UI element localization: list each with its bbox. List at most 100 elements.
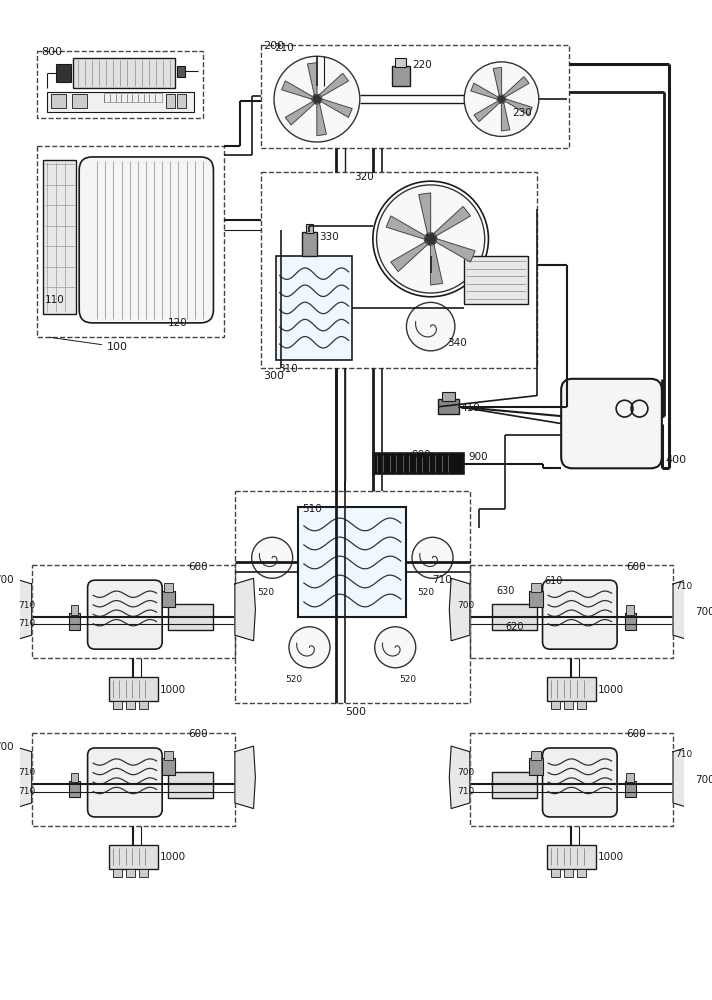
Text: 410: 410 — [461, 403, 480, 413]
Bar — [166, 94, 175, 108]
Text: 710: 710 — [19, 787, 36, 796]
Text: 700: 700 — [696, 607, 712, 617]
Bar — [530, 758, 543, 775]
Text: 1000: 1000 — [597, 852, 624, 862]
Polygon shape — [501, 103, 510, 131]
Text: 1000: 1000 — [159, 685, 186, 695]
Text: 710: 710 — [675, 582, 692, 591]
Polygon shape — [504, 77, 529, 97]
Text: 700: 700 — [457, 768, 474, 777]
Polygon shape — [673, 746, 693, 809]
Bar — [548, 845, 596, 869]
Bar — [442, 392, 455, 401]
Bar — [392, 66, 410, 86]
Text: 100: 100 — [49, 337, 128, 352]
Circle shape — [274, 56, 360, 142]
Bar — [162, 758, 175, 775]
Text: 710: 710 — [457, 787, 474, 796]
Text: 520: 520 — [418, 588, 435, 597]
Polygon shape — [321, 99, 352, 117]
Polygon shape — [474, 101, 499, 122]
Polygon shape — [673, 578, 693, 641]
Polygon shape — [11, 746, 31, 809]
Polygon shape — [471, 83, 498, 99]
Text: 220: 220 — [412, 60, 431, 70]
Bar — [56, 64, 70, 82]
Bar — [31, 565, 235, 658]
Bar — [112, 869, 122, 877]
Bar — [69, 781, 80, 797]
Text: 710: 710 — [675, 750, 692, 759]
Bar — [168, 772, 212, 798]
Text: 230: 230 — [513, 108, 533, 118]
Bar — [470, 565, 673, 658]
FancyBboxPatch shape — [543, 580, 617, 649]
Text: 330: 330 — [319, 232, 338, 242]
Bar — [69, 613, 80, 630]
Text: 500: 500 — [345, 707, 366, 717]
Bar — [46, 92, 194, 112]
Text: 520: 520 — [399, 675, 416, 684]
Polygon shape — [286, 102, 315, 125]
FancyBboxPatch shape — [88, 580, 162, 649]
Polygon shape — [317, 104, 326, 136]
Bar — [577, 869, 587, 877]
Circle shape — [375, 627, 416, 668]
Text: 520: 520 — [257, 588, 274, 597]
Bar — [73, 58, 175, 88]
Text: 320: 320 — [354, 172, 374, 182]
Bar — [261, 45, 569, 148]
Polygon shape — [434, 206, 471, 236]
Bar — [177, 66, 184, 77]
Polygon shape — [387, 216, 425, 239]
Text: 300: 300 — [263, 371, 284, 381]
Polygon shape — [320, 73, 348, 97]
FancyBboxPatch shape — [79, 157, 214, 323]
Bar — [492, 604, 537, 630]
Text: 510: 510 — [302, 504, 322, 514]
Polygon shape — [436, 239, 475, 262]
Bar — [395, 58, 407, 67]
Text: 710: 710 — [19, 768, 36, 777]
Text: 120: 120 — [168, 318, 187, 328]
Text: 710: 710 — [19, 601, 36, 610]
Text: 700: 700 — [696, 775, 712, 785]
Bar — [551, 701, 560, 709]
Bar — [531, 583, 540, 592]
FancyBboxPatch shape — [88, 748, 162, 817]
Bar — [492, 772, 537, 798]
Circle shape — [497, 95, 506, 104]
Text: 210: 210 — [274, 43, 294, 53]
Text: 200: 200 — [263, 41, 284, 51]
Bar — [276, 256, 352, 360]
Polygon shape — [282, 81, 313, 99]
Text: 110: 110 — [45, 295, 65, 305]
Text: 700: 700 — [0, 742, 14, 752]
Polygon shape — [308, 63, 317, 95]
FancyBboxPatch shape — [543, 748, 617, 817]
Text: 310: 310 — [278, 364, 298, 374]
Bar — [139, 869, 148, 877]
Bar — [105, 93, 162, 102]
Bar — [627, 773, 634, 782]
Bar — [37, 51, 203, 118]
Circle shape — [289, 627, 330, 668]
Circle shape — [251, 537, 293, 578]
Bar — [438, 399, 459, 414]
Bar — [627, 605, 634, 615]
Bar — [43, 160, 76, 314]
Bar — [298, 507, 407, 617]
Polygon shape — [449, 746, 470, 809]
Circle shape — [412, 537, 453, 578]
Bar — [235, 491, 470, 703]
Text: 610: 610 — [545, 576, 562, 586]
Text: 1000: 1000 — [159, 852, 186, 862]
Bar — [112, 701, 122, 709]
Bar — [164, 583, 173, 592]
Bar — [139, 701, 148, 709]
Bar — [530, 591, 543, 607]
Text: 700: 700 — [0, 575, 14, 585]
Bar — [373, 453, 464, 474]
Bar — [126, 701, 135, 709]
Circle shape — [377, 185, 485, 293]
